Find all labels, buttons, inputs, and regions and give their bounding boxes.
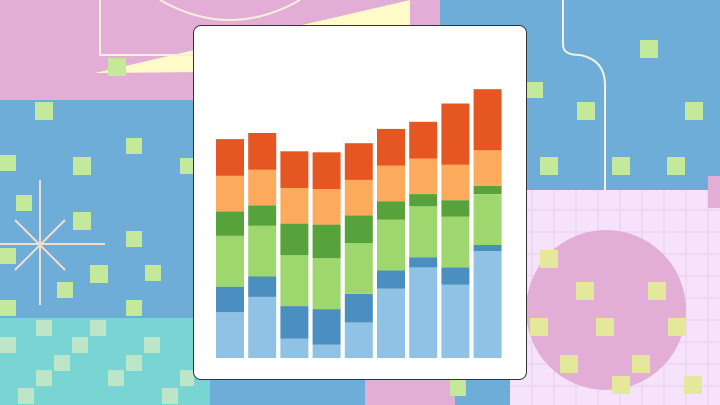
background-sparkle-icon <box>0 180 105 305</box>
bar-segment-7-6 <box>409 121 438 159</box>
bar-segment-9-5 <box>473 150 502 186</box>
bar-segment-3-2 <box>280 306 309 339</box>
background-green-bottom-square <box>450 380 466 396</box>
background-mint-squares <box>0 320 194 404</box>
bar-segment-2-6 <box>248 133 277 170</box>
bar-segment-3-6 <box>280 151 309 188</box>
bar-segment-4-2 <box>312 309 341 345</box>
bar-segment-7-1 <box>409 267 438 358</box>
bar-segment-1-4 <box>216 211 244 236</box>
bar-segment-3-5 <box>280 188 309 224</box>
bar-segment-6-4 <box>377 201 405 220</box>
bar-segment-7-3 <box>409 206 438 258</box>
bar-segment-8-6 <box>441 103 470 165</box>
bar-segment-5-3 <box>344 242 373 294</box>
bar-segment-6-3 <box>377 219 405 271</box>
bar-segment-1-1 <box>216 312 244 358</box>
bar-segment-4-1 <box>312 344 341 358</box>
bar-segment-1-3 <box>216 235 244 287</box>
bar-segment-4-5 <box>312 189 341 225</box>
background-green-squares <box>0 40 703 316</box>
bar-segment-7-4 <box>409 194 438 207</box>
bar-segment-6-2 <box>377 270 405 289</box>
bar-segment-1-2 <box>216 286 244 313</box>
bar-segment-8-4 <box>441 200 470 217</box>
bar-segment-6-5 <box>377 165 405 202</box>
bar-segment-7-5 <box>409 158 438 194</box>
bar-segment-5-2 <box>344 293 373 323</box>
bar-segment-5-5 <box>344 179 373 216</box>
bar-segment-1-5 <box>216 175 244 212</box>
bar-segment-3-4 <box>280 223 309 256</box>
bar-segment-2-3 <box>248 225 277 277</box>
bar-segment-6-1 <box>377 288 405 358</box>
bar-segment-5-6 <box>344 143 373 180</box>
bar-segment-8-2 <box>441 267 470 285</box>
background-line-corner <box>99 0 200 56</box>
bar-segment-7-2 <box>409 257 438 268</box>
bar-segment-8-1 <box>441 284 470 358</box>
background-line-arc <box>159 0 301 21</box>
bar-segment-9-6 <box>473 89 502 151</box>
bar-segment-5-1 <box>344 322 373 358</box>
bar-segment-2-2 <box>248 276 277 297</box>
bar-segment-5-4 <box>344 215 373 243</box>
chart-card <box>193 25 527 380</box>
bar-segment-4-6 <box>312 152 341 189</box>
bar-segment-9-4 <box>473 185 502 194</box>
stacked-bar-chart <box>216 89 502 358</box>
bar-segment-8-5 <box>441 164 470 201</box>
bar-segment-2-4 <box>248 205 277 226</box>
bar-segment-3-3 <box>280 255 309 307</box>
bar-segment-2-1 <box>248 296 277 358</box>
background-pink-circle <box>526 230 686 390</box>
background-yellow-squares <box>530 250 702 394</box>
bar-segment-8-3 <box>441 216 470 268</box>
bar-segment-9-3 <box>473 194 502 245</box>
bar-segment-4-4 <box>312 224 341 259</box>
bar-segment-9-2 <box>473 245 502 252</box>
bar-segment-2-5 <box>248 169 277 206</box>
bar-segment-1-6 <box>216 139 244 176</box>
background-pink-bottom <box>365 378 455 405</box>
bar-segment-6-6 <box>377 128 405 166</box>
bar-segment-9-1 <box>473 251 502 358</box>
bar-segment-3-1 <box>280 338 309 358</box>
bar-segment-4-3 <box>312 258 341 310</box>
background-pink-tab <box>708 176 720 208</box>
background-line-curve <box>562 0 606 190</box>
